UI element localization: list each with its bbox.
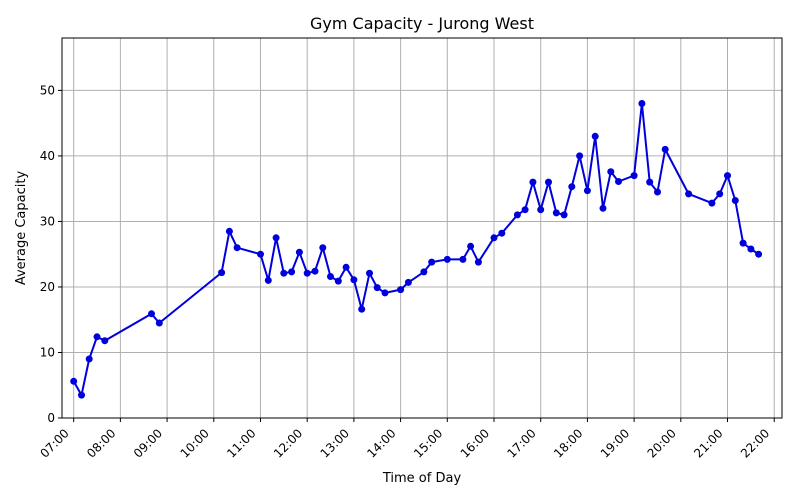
data-point xyxy=(327,273,334,280)
data-point xyxy=(288,268,296,276)
data-point xyxy=(225,227,233,235)
series-line xyxy=(72,102,760,397)
data-point xyxy=(560,211,568,219)
x-axis-label: Time of Day xyxy=(382,471,462,486)
data-point xyxy=(342,263,350,271)
data-point xyxy=(397,286,405,294)
data-point xyxy=(654,188,661,196)
data-point xyxy=(233,244,241,252)
data-point xyxy=(467,242,475,250)
data-point xyxy=(646,178,654,186)
data-point xyxy=(615,178,622,185)
data-point xyxy=(568,183,576,191)
data-point xyxy=(280,269,288,277)
grid xyxy=(62,38,782,419)
data-point xyxy=(257,250,264,258)
data-point xyxy=(350,276,358,284)
data-point xyxy=(490,234,498,242)
data-point xyxy=(311,267,319,275)
data-point xyxy=(295,248,303,256)
data-point xyxy=(638,100,646,107)
y-tick-label: 50 xyxy=(40,83,55,97)
data-point xyxy=(272,234,280,242)
data-point xyxy=(303,269,311,277)
data-point xyxy=(545,178,552,186)
data-point xyxy=(428,258,436,266)
data-point xyxy=(381,289,389,297)
data-point xyxy=(630,172,638,180)
data-point xyxy=(319,244,327,252)
data-point xyxy=(661,145,669,153)
data-point xyxy=(498,229,506,237)
data-point xyxy=(93,333,101,341)
data-point xyxy=(420,268,428,276)
data-point xyxy=(731,197,739,204)
data-point xyxy=(576,152,584,160)
data-point xyxy=(218,269,226,277)
data-point xyxy=(513,211,521,219)
data-point xyxy=(85,355,93,363)
y-tick-label: 40 xyxy=(40,149,55,163)
data-point xyxy=(148,310,155,318)
chart-title: Gym Capacity - Jurong West xyxy=(310,14,534,33)
data-point xyxy=(366,269,373,277)
series-layer xyxy=(70,100,763,399)
data-point xyxy=(101,337,109,345)
data-point xyxy=(70,377,78,385)
data-point xyxy=(459,255,467,263)
data-point xyxy=(708,199,716,207)
y-tick-label: 20 xyxy=(40,280,55,294)
y-tick-label: 10 xyxy=(40,345,55,359)
data-point xyxy=(747,245,755,253)
data-point xyxy=(583,187,591,195)
data-point xyxy=(443,255,451,263)
data-point xyxy=(264,276,272,284)
y-axis-label: Average Capacity xyxy=(14,171,29,286)
data-point xyxy=(716,190,724,198)
data-point xyxy=(404,278,412,286)
y-axis: 0 10 20 30 40 50 xyxy=(40,83,62,425)
data-point xyxy=(591,132,599,140)
data-point xyxy=(529,178,537,186)
data-point xyxy=(552,209,560,217)
y-tick-label: 0 xyxy=(47,411,55,425)
data-point xyxy=(599,204,607,212)
data-point xyxy=(78,391,85,399)
data-point xyxy=(537,206,545,214)
plot-frame xyxy=(61,37,783,419)
data-point xyxy=(334,277,342,285)
data-point xyxy=(724,172,731,180)
data-point xyxy=(373,284,381,292)
data-point xyxy=(685,190,693,198)
data-point xyxy=(521,206,529,214)
data-point xyxy=(607,168,615,176)
data-point xyxy=(755,250,763,258)
data-point xyxy=(474,258,482,266)
data-point xyxy=(155,319,163,327)
data-point xyxy=(739,239,747,247)
y-tick-label: 30 xyxy=(40,214,55,228)
data-point xyxy=(358,305,366,313)
